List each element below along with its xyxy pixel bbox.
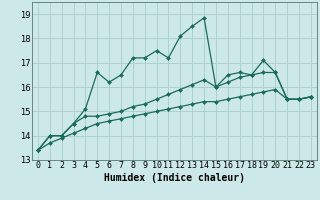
X-axis label: Humidex (Indice chaleur): Humidex (Indice chaleur) xyxy=(104,173,245,183)
